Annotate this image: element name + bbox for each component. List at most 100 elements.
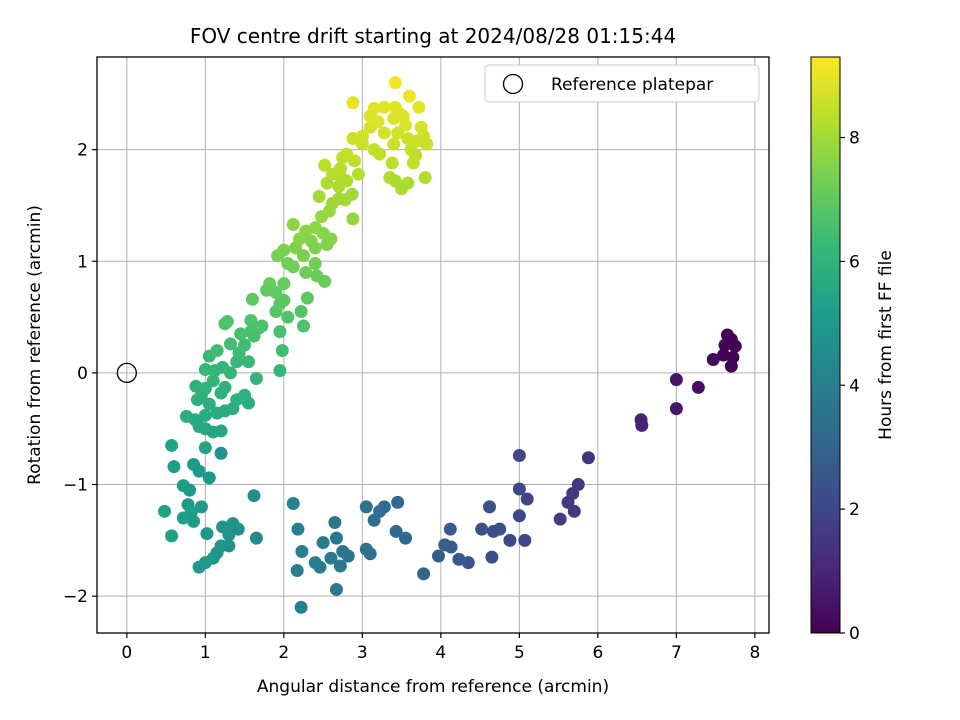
scatter-point xyxy=(275,344,289,358)
scatter-point xyxy=(691,380,705,394)
scatter-point xyxy=(210,344,224,358)
scatter-point xyxy=(724,359,738,373)
scatter-point xyxy=(202,471,216,485)
scatter-point xyxy=(483,500,497,514)
scatter-point xyxy=(291,522,305,536)
scatter-point xyxy=(281,257,295,271)
scatter-point xyxy=(220,315,234,329)
colorbar-tick-label: 6 xyxy=(849,252,860,272)
y-tick-label: 2 xyxy=(77,141,88,161)
scatter-point xyxy=(200,527,214,541)
colorbar-gradient xyxy=(810,56,841,634)
scatter-point xyxy=(299,265,313,279)
scatter-point xyxy=(234,327,248,341)
scatter-point xyxy=(273,364,287,378)
scatter-point xyxy=(706,353,720,367)
scatter-point xyxy=(218,380,232,394)
scatter-point xyxy=(512,509,526,523)
scatter-point xyxy=(402,89,416,103)
scatter-point xyxy=(194,500,208,514)
scatter-point xyxy=(308,257,322,271)
scatter-point xyxy=(214,446,228,460)
scatter-point xyxy=(345,187,359,201)
scatter-point xyxy=(377,100,391,114)
scatter-point xyxy=(363,547,377,561)
scatter-point xyxy=(399,531,413,545)
scatter-point xyxy=(223,337,237,351)
legend: Reference platepar xyxy=(484,64,760,103)
scatter-point xyxy=(417,567,431,581)
scatter-point xyxy=(669,402,683,416)
scatter-point xyxy=(388,76,402,90)
scatter-point xyxy=(249,371,263,385)
reference-point-marker xyxy=(116,362,137,384)
scatter-point xyxy=(367,513,381,527)
scatter-point xyxy=(198,408,212,422)
scatter-point xyxy=(401,176,415,190)
scatter-point xyxy=(328,515,342,529)
colorbar-tick-label: 8 xyxy=(849,129,860,149)
legend-reference-marker xyxy=(502,73,524,95)
scatter-point xyxy=(324,551,338,565)
scatter-point xyxy=(290,563,304,577)
scatter-point xyxy=(635,418,649,432)
x-tick-label: 5 xyxy=(514,643,525,663)
scatter-point xyxy=(420,137,434,151)
y-tick-label: 1 xyxy=(77,252,88,272)
scatter-point xyxy=(336,545,350,559)
scatter-point xyxy=(355,129,369,143)
scatter-point xyxy=(718,338,732,352)
scatter-point xyxy=(273,325,287,339)
scatter-point xyxy=(296,319,310,333)
scatter-point xyxy=(385,156,399,170)
scatter-point xyxy=(308,241,322,255)
legend-label: Reference platepar xyxy=(551,75,713,95)
scatter-point xyxy=(363,109,377,123)
x-axis-ticks: 0 1 2 3 4 5 6 7 8 xyxy=(121,633,760,663)
scatter-point xyxy=(198,363,212,377)
scatter-point xyxy=(238,338,252,352)
y-axis-ticks: −2 −1 0 1 2 xyxy=(63,141,97,607)
scatter-point xyxy=(396,109,410,123)
scatter-point xyxy=(295,545,309,559)
scatter-point xyxy=(277,243,291,257)
scatter-point xyxy=(206,374,220,388)
legend-box xyxy=(484,64,760,103)
plot-frame xyxy=(96,56,770,634)
scatter-point xyxy=(333,559,347,573)
scatter-point xyxy=(198,441,212,455)
scatter-point xyxy=(512,449,526,463)
scatter-point xyxy=(294,305,308,319)
scatter-point xyxy=(255,319,269,333)
scatter-point xyxy=(296,249,310,263)
scatter-point xyxy=(512,482,526,496)
scatter-point xyxy=(226,517,240,531)
scatter-point xyxy=(318,158,332,172)
scatter-point xyxy=(192,560,206,574)
scatter-point xyxy=(176,511,190,525)
scatter-point xyxy=(167,460,181,474)
scatter-point xyxy=(216,520,230,534)
y-tick-label: −2 xyxy=(63,587,88,607)
scatter-point xyxy=(346,212,360,226)
scatter-point xyxy=(728,339,742,353)
scatter-point xyxy=(418,171,432,185)
x-tick-label: 8 xyxy=(749,643,760,663)
scatter-point xyxy=(183,483,197,497)
scatter-point xyxy=(475,522,489,536)
colorbar-ticks: 0 2 4 6 8 xyxy=(840,129,860,644)
colorbar-label: Hours from first FF file xyxy=(876,250,896,440)
scatter-point xyxy=(329,531,343,545)
x-tick-label: 6 xyxy=(592,643,603,663)
scatter-point xyxy=(165,438,179,452)
scatter-point xyxy=(347,154,361,168)
scatter-point xyxy=(359,500,373,514)
scatter-point xyxy=(387,137,401,151)
scatter-point xyxy=(300,291,314,305)
scatter-point xyxy=(412,100,426,114)
colorbar-tick-label: 2 xyxy=(849,500,860,520)
scatter-point xyxy=(277,277,291,291)
scatter-point xyxy=(308,556,322,570)
colorbar: 0 2 4 6 8 Hours from first FF file xyxy=(810,56,896,644)
